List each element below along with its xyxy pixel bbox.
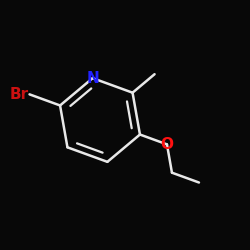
Text: N: N <box>86 71 99 86</box>
Text: O: O <box>160 137 173 152</box>
Text: Br: Br <box>9 87 28 102</box>
